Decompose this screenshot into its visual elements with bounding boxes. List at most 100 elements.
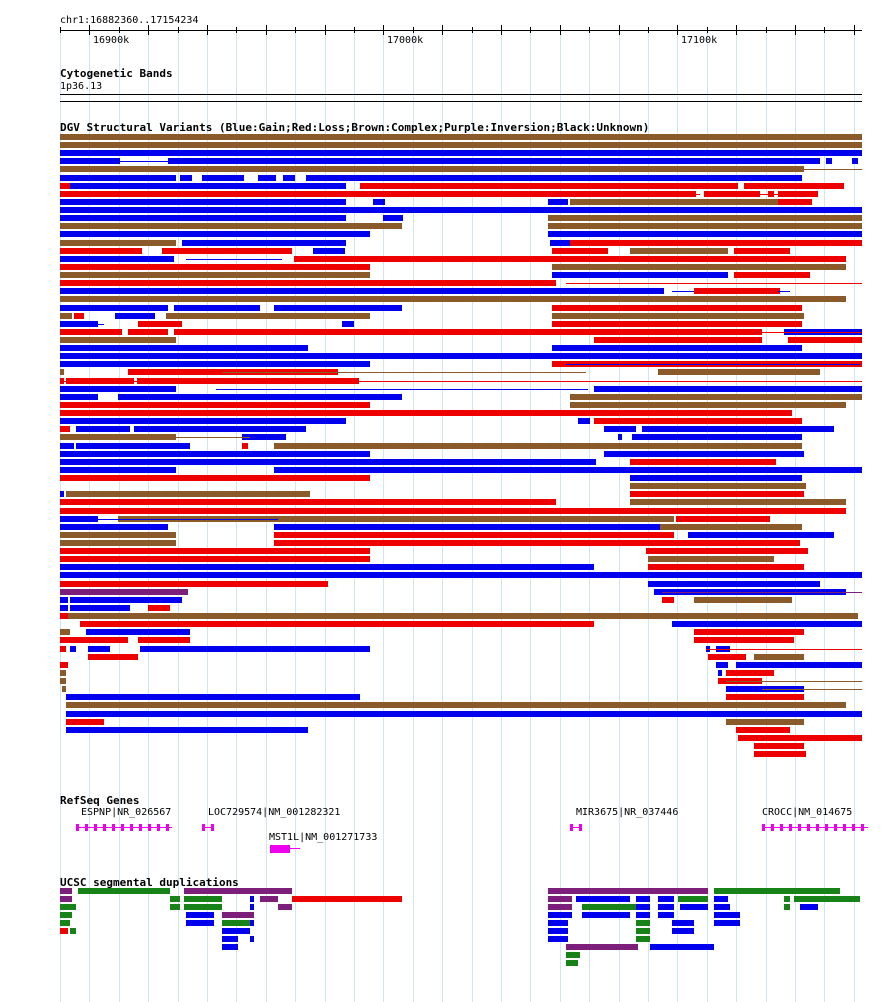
segdup-feature[interactable] bbox=[672, 920, 694, 926]
segdup-feature[interactable] bbox=[566, 944, 638, 950]
dgv-variant-bar[interactable] bbox=[60, 394, 98, 400]
segdup-feature[interactable] bbox=[566, 960, 578, 966]
dgv-variant-bar[interactable] bbox=[694, 637, 794, 643]
dgv-variant-bar[interactable] bbox=[726, 719, 804, 725]
gene-exon[interactable] bbox=[270, 845, 290, 853]
dgv-variant-bar[interactable] bbox=[726, 670, 774, 676]
gene-exon[interactable] bbox=[76, 824, 79, 831]
segdup-feature[interactable] bbox=[278, 904, 292, 910]
dgv-variant-bar[interactable] bbox=[570, 240, 862, 246]
gene-exon[interactable] bbox=[762, 824, 765, 831]
gene-exon[interactable] bbox=[798, 824, 801, 831]
dgv-variant-bar[interactable] bbox=[138, 321, 182, 327]
dgv-variant-bar[interactable] bbox=[60, 597, 68, 603]
dgv-variant-bar[interactable] bbox=[60, 321, 98, 327]
dgv-variant-bar[interactable] bbox=[60, 646, 66, 652]
dgv-variant-bar[interactable] bbox=[60, 207, 862, 213]
dgv-variant-bar[interactable] bbox=[60, 540, 176, 546]
dgv-variant-bar[interactable] bbox=[70, 183, 346, 189]
dgv-variant-bar[interactable] bbox=[60, 256, 174, 262]
gene-label-loc729574[interactable]: LOC729574|NM_001282321 bbox=[208, 807, 341, 818]
dgv-variant-bar[interactable] bbox=[60, 199, 346, 205]
dgv-variant-link[interactable] bbox=[60, 381, 862, 382]
dgv-variant-bar[interactable] bbox=[716, 662, 728, 668]
dgv-variant-bar[interactable] bbox=[174, 305, 260, 311]
dgv-variant-bar[interactable] bbox=[283, 175, 295, 181]
segdup-feature[interactable] bbox=[658, 912, 674, 918]
dgv-variant-link[interactable] bbox=[762, 689, 862, 690]
gene-intron-line[interactable] bbox=[762, 827, 868, 828]
dgv-variant-bar[interactable] bbox=[718, 670, 722, 676]
dgv-variant-bar[interactable] bbox=[552, 272, 728, 278]
gene-intron-line[interactable] bbox=[202, 827, 212, 828]
dgv-variant-bar[interactable] bbox=[660, 524, 802, 530]
dgv-variant-bar[interactable] bbox=[60, 589, 188, 595]
dgv-variant-bar[interactable] bbox=[618, 434, 622, 440]
dgv-variant-link[interactable] bbox=[222, 372, 586, 373]
dgv-variant-bar[interactable] bbox=[630, 459, 776, 465]
dgv-variant-link[interactable] bbox=[110, 624, 140, 625]
dgv-variant-bar[interactable] bbox=[60, 499, 556, 505]
dgv-variant-bar[interactable] bbox=[202, 175, 244, 181]
dgv-variant-bar[interactable] bbox=[60, 183, 70, 189]
dgv-variant-bar[interactable] bbox=[274, 524, 664, 530]
dgv-variant-link[interactable] bbox=[706, 649, 862, 650]
dgv-variant-bar[interactable] bbox=[60, 491, 64, 497]
dgv-variant-bar[interactable] bbox=[60, 142, 862, 148]
dgv-variant-bar[interactable] bbox=[594, 418, 802, 424]
dgv-variant-bar[interactable] bbox=[60, 150, 862, 156]
dgv-variant-bar[interactable] bbox=[180, 175, 192, 181]
dgv-variant-bar[interactable] bbox=[630, 483, 806, 489]
dgv-variant-bar[interactable] bbox=[694, 597, 792, 603]
dgv-variant-link[interactable] bbox=[216, 389, 588, 390]
dgv-variant-bar[interactable] bbox=[62, 686, 66, 692]
dgv-variant-bar[interactable] bbox=[548, 199, 568, 205]
gene-exon[interactable] bbox=[130, 824, 133, 831]
dgv-variant-bar[interactable] bbox=[60, 272, 370, 278]
dgv-variant-link[interactable] bbox=[672, 291, 694, 292]
segdup-feature[interactable] bbox=[636, 936, 650, 942]
dgv-variant-bar[interactable] bbox=[60, 240, 176, 246]
dgv-variant-bar[interactable] bbox=[60, 426, 70, 432]
dgv-variant-bar[interactable] bbox=[138, 637, 190, 643]
dgv-variant-bar[interactable] bbox=[778, 199, 812, 205]
dgv-variant-bar[interactable] bbox=[648, 581, 820, 587]
dgv-variant-bar[interactable] bbox=[60, 556, 370, 562]
dgv-variant-link[interactable] bbox=[778, 291, 790, 292]
dgv-variant-bar[interactable] bbox=[852, 158, 858, 164]
segdup-feature[interactable] bbox=[60, 928, 68, 934]
segdup-feature[interactable] bbox=[576, 896, 630, 902]
segdup-feature[interactable] bbox=[70, 928, 76, 934]
segdup-feature[interactable] bbox=[548, 936, 568, 942]
dgv-variant-link[interactable] bbox=[214, 332, 582, 333]
dgv-variant-bar[interactable] bbox=[60, 369, 64, 375]
dgv-variant-bar[interactable] bbox=[66, 694, 360, 700]
dgv-variant-bar[interactable] bbox=[162, 248, 292, 254]
dgv-variant-bar[interactable] bbox=[60, 134, 862, 140]
dgv-variant-bar[interactable] bbox=[548, 215, 862, 221]
gene-exon[interactable] bbox=[852, 824, 855, 831]
dgv-variant-bar[interactable] bbox=[630, 248, 728, 254]
dgv-variant-bar[interactable] bbox=[60, 581, 328, 587]
dgv-variant-bar[interactable] bbox=[754, 654, 804, 660]
dgv-variant-bar[interactable] bbox=[694, 288, 780, 294]
dgv-variant-bar[interactable] bbox=[646, 548, 808, 554]
dgv-variant-bar[interactable] bbox=[70, 646, 76, 652]
segdup-feature[interactable] bbox=[800, 904, 818, 910]
dgv-variant-bar[interactable] bbox=[68, 613, 858, 619]
dgv-variant-bar[interactable] bbox=[60, 410, 792, 416]
dgv-variant-bar[interactable] bbox=[60, 459, 596, 465]
dgv-variant-bar[interactable] bbox=[342, 321, 354, 327]
dgv-variant-bar[interactable] bbox=[60, 451, 370, 457]
gene-exon[interactable] bbox=[789, 824, 792, 831]
dgv-variant-bar[interactable] bbox=[60, 524, 168, 530]
segdup-feature[interactable] bbox=[582, 912, 630, 918]
dgv-variant-link[interactable] bbox=[762, 332, 862, 333]
dgv-variant-bar[interactable] bbox=[60, 215, 346, 221]
dgv-variant-bar[interactable] bbox=[76, 426, 130, 432]
dgv-variant-bar[interactable] bbox=[604, 451, 804, 457]
dgv-variant-bar[interactable] bbox=[242, 443, 248, 449]
dgv-variant-bar[interactable] bbox=[630, 499, 846, 505]
dgv-variant-bar[interactable] bbox=[274, 305, 402, 311]
segdup-feature[interactable] bbox=[650, 944, 714, 950]
